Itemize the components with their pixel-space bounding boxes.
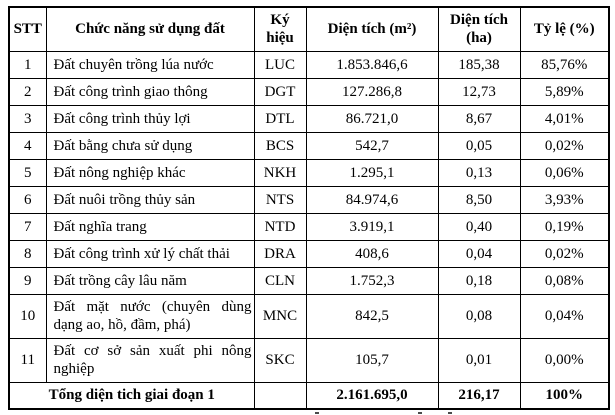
cell-function: Đất trồng cây lâu năm xyxy=(45,266,255,295)
table-row: 4 Đất bằng chưa sử dụng BCS 542,7 0,05 0… xyxy=(8,131,610,160)
cell-ratio: 5,89% xyxy=(519,77,610,106)
cell-ratio: 0,06% xyxy=(519,158,610,187)
cell-area-m2: 1.853.846,6 xyxy=(305,50,439,79)
cell-area-m2: 3.919,1 xyxy=(305,212,439,241)
table-row: 10 Đất mặt nước (chuyên dùng dạng ao, hồ… xyxy=(8,293,610,339)
cell-area-ha: 0,13 xyxy=(437,158,521,187)
cell-ratio: 85,76% xyxy=(519,50,610,79)
cell-area-m2: 105,7 xyxy=(305,337,439,383)
table-row: 1 Đất chuyên trồng lúa nước LUC 1.853.84… xyxy=(8,50,610,79)
cell-area-ha: 0,18 xyxy=(437,266,521,295)
col-header-code: Ký hiệu xyxy=(253,6,307,52)
cell-area-m2: 842,5 xyxy=(305,293,439,339)
cell-code: NTD xyxy=(253,212,307,241)
cell-area-ha: 0,01 xyxy=(437,337,521,383)
cell-code: NKH xyxy=(253,158,307,187)
cell-function: Đất công trình giao thông xyxy=(45,77,255,106)
cell-function: Đất chuyên trồng lúa nước xyxy=(45,50,255,79)
cell-ratio: 0,02% xyxy=(519,239,610,268)
cell-function: Đất nông nghiệp khác xyxy=(45,158,255,187)
cell-ratio: 3,93% xyxy=(519,185,610,214)
cell-code: NTS xyxy=(253,185,307,214)
cell-function: Đất công trình xử lý chất thải xyxy=(45,239,255,268)
cell-ratio: 0,08% xyxy=(519,266,610,295)
cell-area-ha: 0,08 xyxy=(437,293,521,339)
cell-stt: 2 xyxy=(8,77,47,106)
clipped-caption-fragment xyxy=(448,412,452,414)
cell-stt: 9 xyxy=(8,266,47,295)
cell-stt: 5 xyxy=(8,158,47,187)
cell-stt: 8 xyxy=(8,239,47,268)
table-row: 2 Đất công trình giao thông DGT 127.286,… xyxy=(8,77,610,106)
total-area-m2: 2.161.695,0 xyxy=(305,381,439,410)
col-header-stt: STT xyxy=(8,6,47,52)
cell-stt: 4 xyxy=(8,131,47,160)
cell-area-ha: 8,67 xyxy=(437,104,521,133)
cell-stt: 7 xyxy=(8,212,47,241)
total-code-empty xyxy=(253,381,307,410)
cell-function: Đất nuôi trồng thủy sản xyxy=(45,185,255,214)
cell-area-ha: 0,05 xyxy=(437,131,521,160)
col-header-area-ha: Diện tích (ha) xyxy=(437,6,521,52)
table-row: 5 Đất nông nghiệp khác NKH 1.295,1 0,13 … xyxy=(8,158,610,187)
cell-code: CLN xyxy=(253,266,307,295)
cell-stt: 10 xyxy=(8,293,47,339)
cell-function: Đất công trình thủy lợi xyxy=(45,104,255,133)
cell-code: LUC xyxy=(253,50,307,79)
cell-stt: 6 xyxy=(8,185,47,214)
table-row: 8 Đất công trình xử lý chất thải DRA 408… xyxy=(8,239,610,268)
cell-ratio: 4,01% xyxy=(519,104,610,133)
cell-stt: 1 xyxy=(8,50,47,79)
clipped-caption-fragment xyxy=(315,412,319,414)
cell-ratio: 0,02% xyxy=(519,131,610,160)
total-area-ha: 216,17 xyxy=(437,381,521,410)
cell-area-ha: 8,50 xyxy=(437,185,521,214)
cell-ratio: 0,19% xyxy=(519,212,610,241)
cell-function: Đất nghĩa trang xyxy=(45,212,255,241)
col-header-function: Chức năng sử dụng đất xyxy=(45,6,255,52)
total-label: Tổng diện tich giai đoạn 1 xyxy=(8,381,255,410)
col-header-ratio: Tỷ lệ (%) xyxy=(519,6,610,52)
table-row: 6 Đất nuôi trồng thủy sản NTS 84.974,6 8… xyxy=(8,185,610,214)
cell-area-m2: 1.752,3 xyxy=(305,266,439,295)
clipped-caption-fragment xyxy=(418,412,422,414)
table-row: 9 Đất trồng cây lâu năm CLN 1.752,3 0,18… xyxy=(8,266,610,295)
cell-area-m2: 542,7 xyxy=(305,131,439,160)
cell-stt: 3 xyxy=(8,104,47,133)
cell-stt: 11 xyxy=(8,337,47,383)
cell-code: SKC xyxy=(253,337,307,383)
cell-ratio: 0,04% xyxy=(519,293,610,339)
cell-function: Đất cơ sở sản xuất phi nông nghiệp xyxy=(45,337,255,383)
cell-function: Đất mặt nước (chuyên dùng dạng ao, hồ, đ… xyxy=(45,293,255,339)
total-ratio: 100% xyxy=(519,381,610,410)
cell-code: DTL xyxy=(253,104,307,133)
cell-area-ha: 185,38 xyxy=(437,50,521,79)
cell-area-m2: 86.721,0 xyxy=(305,104,439,133)
cell-area-m2: 1.295,1 xyxy=(305,158,439,187)
cell-area-m2: 84.974,6 xyxy=(305,185,439,214)
cell-area-ha: 0,04 xyxy=(437,239,521,268)
cell-area-m2: 408,6 xyxy=(305,239,439,268)
table-row: 11 Đất cơ sở sản xuất phi nông nghiệp SK… xyxy=(8,337,610,383)
table-header-row: STT Chức năng sử dụng đất Ký hiệu Diện t… xyxy=(8,6,610,52)
table-row: 7 Đất nghĩa trang NTD 3.919,1 0,40 0,19% xyxy=(8,212,610,241)
total-row: Tổng diện tich giai đoạn 1 2.161.695,0 2… xyxy=(8,381,610,410)
cell-area-ha: 0,40 xyxy=(437,212,521,241)
cell-code: MNC xyxy=(253,293,307,339)
col-header-area-m2: Diện tích (m²) xyxy=(305,6,439,52)
cell-area-m2: 127.286,8 xyxy=(305,77,439,106)
cell-code: BCS xyxy=(253,131,307,160)
cell-ratio: 0,00% xyxy=(519,337,610,383)
cell-code: DRA xyxy=(253,239,307,268)
table-row: 3 Đất công trình thủy lợi DTL 86.721,0 8… xyxy=(8,104,610,133)
land-use-table: STT Chức năng sử dụng đất Ký hiệu Diện t… xyxy=(8,6,610,410)
cell-function: Đất bằng chưa sử dụng xyxy=(45,131,255,160)
cell-code: DGT xyxy=(253,77,307,106)
cell-area-ha: 12,73 xyxy=(437,77,521,106)
